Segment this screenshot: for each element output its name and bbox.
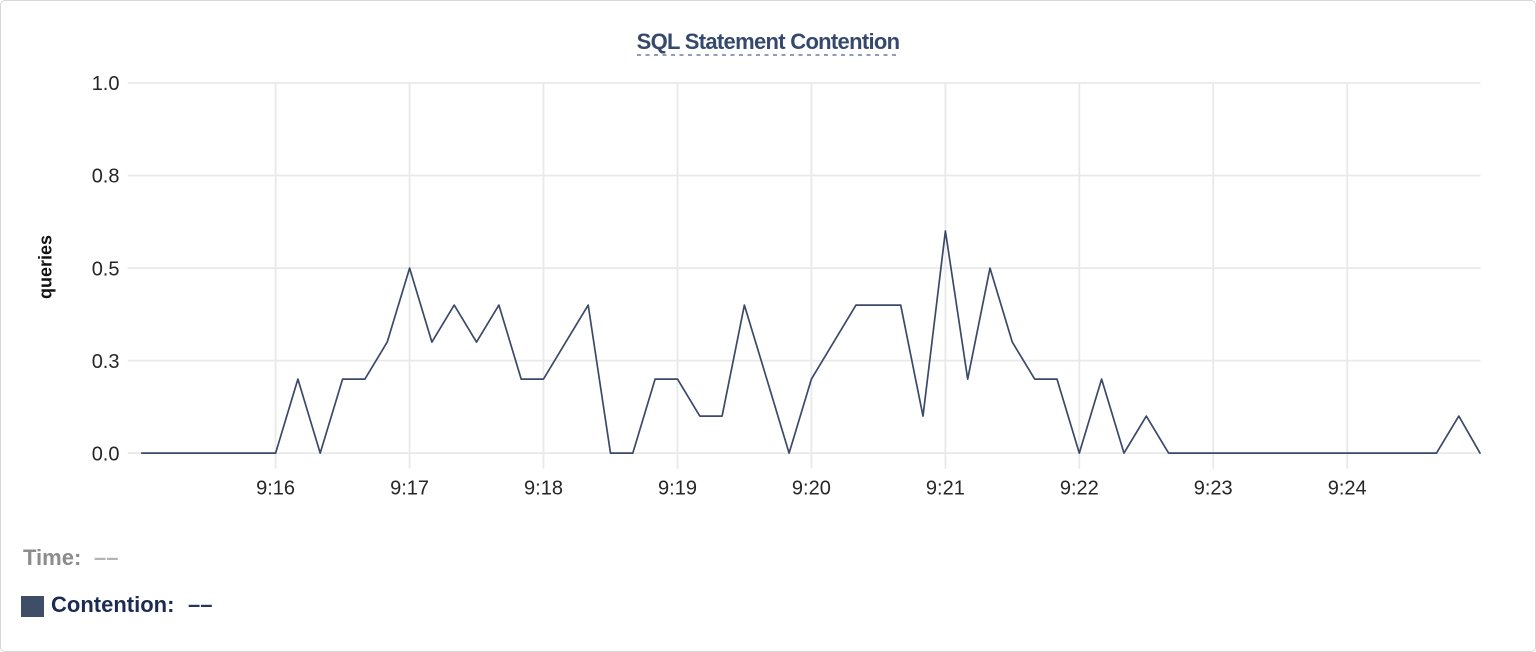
svg-text:0.0: 0.0	[92, 443, 120, 465]
svg-text:9:19: 9:19	[658, 477, 697, 499]
svg-text:9:18: 9:18	[524, 477, 563, 499]
svg-text:queries: queries	[36, 235, 56, 299]
svg-text:9:20: 9:20	[792, 477, 831, 499]
svg-text:1.0: 1.0	[92, 73, 120, 95]
svg-text:9:22: 9:22	[1060, 477, 1099, 499]
svg-text:9:16: 9:16	[256, 477, 295, 499]
svg-text:0.3: 0.3	[92, 351, 120, 373]
svg-text:0.5: 0.5	[92, 258, 120, 280]
svg-text:9:21: 9:21	[926, 477, 965, 499]
svg-text:9:24: 9:24	[1328, 477, 1367, 499]
svg-text:0.8: 0.8	[92, 166, 120, 188]
svg-text:9:17: 9:17	[390, 477, 429, 499]
svg-text:9:23: 9:23	[1194, 477, 1233, 499]
